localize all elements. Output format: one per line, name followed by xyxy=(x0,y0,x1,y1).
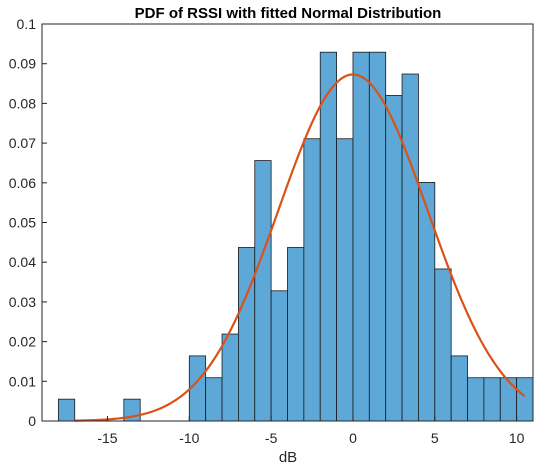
y-tick-label: 0.06 xyxy=(9,175,36,191)
histogram-bar xyxy=(57,398,76,422)
x-axis-ticks: -15 -10 -5 0 5 10 xyxy=(97,416,525,446)
y-tick-label: 0.02 xyxy=(9,334,36,350)
histogram-bar xyxy=(483,377,501,422)
histogram-bar xyxy=(352,51,370,422)
histogram-bar xyxy=(467,377,485,422)
histogram-bar xyxy=(499,377,518,422)
histogram-bar xyxy=(205,377,223,422)
histogram-bar xyxy=(319,51,338,422)
histogram-bar xyxy=(434,268,452,422)
y-axis-ticks: 0 0.01 0.02 0.03 0.04 0.05 0.06 0.07 0.08 0.09 0.1 xyxy=(9,16,47,429)
x-tick-label: 0 xyxy=(349,430,357,446)
histogram-bar xyxy=(237,247,256,422)
histogram-bars xyxy=(57,51,534,422)
y-tick-label: 0.08 xyxy=(9,95,36,111)
y-tick-label: 0 xyxy=(28,413,36,429)
y-tick-label: 0.04 xyxy=(9,254,36,270)
x-tick-label: -5 xyxy=(265,430,278,446)
y-tick-label: 0.03 xyxy=(9,294,36,310)
histogram-bar xyxy=(287,247,305,422)
y-tick-label: 0.07 xyxy=(9,135,36,151)
x-tick-label: -10 xyxy=(179,430,199,446)
histogram-bar xyxy=(270,290,288,422)
x-tick-label: 5 xyxy=(431,430,439,446)
y-tick-label: 0.01 xyxy=(9,373,36,389)
fitted-normal-curve xyxy=(74,73,526,422)
histogram-bar xyxy=(385,95,403,422)
histogram-bar xyxy=(254,160,272,422)
histogram-bar xyxy=(221,333,239,422)
histogram-bar xyxy=(336,138,354,422)
y-tick-label: 0.09 xyxy=(9,56,36,72)
x-tick-label: 10 xyxy=(509,430,525,446)
histogram-bar xyxy=(401,73,419,422)
histogram-bar xyxy=(418,182,436,422)
histogram-bar xyxy=(516,377,534,422)
y-tick-label: 0.1 xyxy=(17,16,37,32)
y-tick-label: 0.05 xyxy=(9,215,36,231)
chart-title: PDF of RSSI with fitted Normal Distribut… xyxy=(135,5,442,22)
x-axis-label: dB xyxy=(279,449,297,466)
histogram-bar xyxy=(450,355,468,422)
x-tick-label: -15 xyxy=(97,430,117,446)
histogram-bar xyxy=(368,51,387,422)
histogram-bar xyxy=(303,138,321,422)
